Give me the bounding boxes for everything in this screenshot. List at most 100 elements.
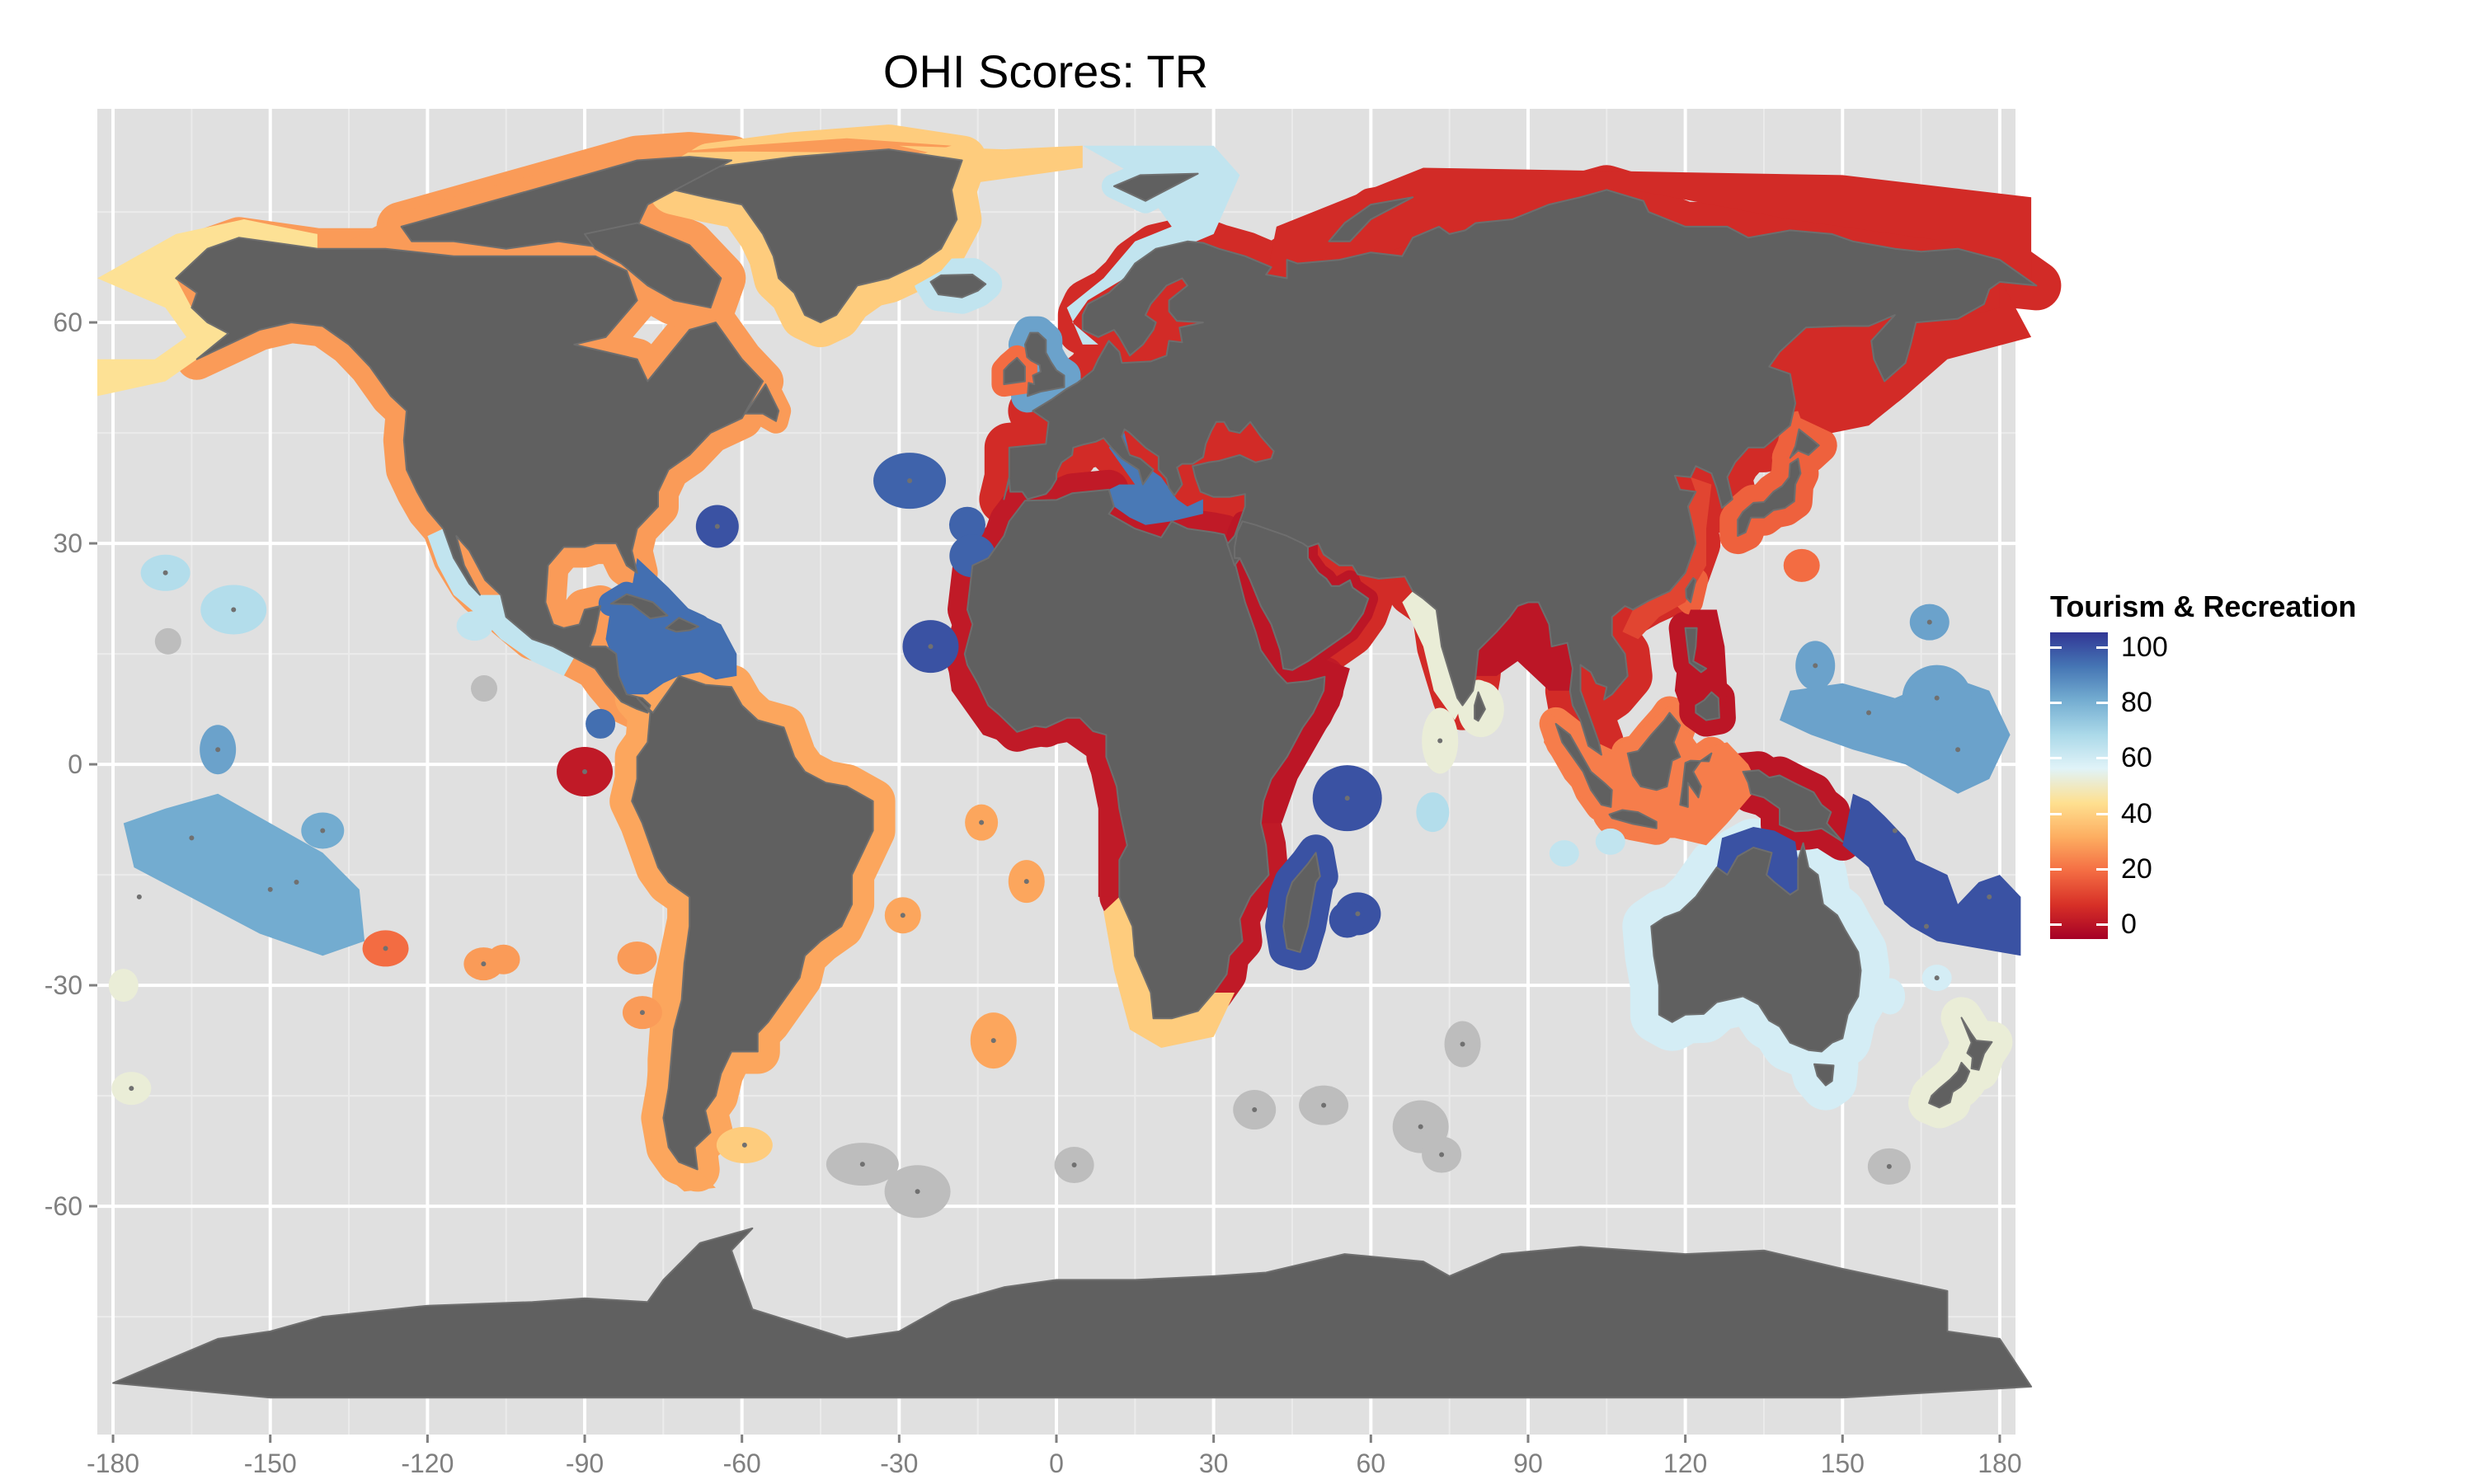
land-newZealandS [1928,1061,1971,1109]
island-eez-madeira [948,506,985,543]
island-eez-cocos [1549,840,1579,867]
island-dot [714,524,720,529]
island-dot [1437,738,1443,744]
island-dot [1023,879,1029,885]
x-tick-label: -30 [880,1449,918,1478]
x-tick-label: -90 [566,1449,604,1478]
island-dot [1460,1041,1465,1047]
island-eez-sala-gomez [487,944,520,974]
island-dot [1934,975,1940,981]
legend-tick-mark [2096,812,2108,815]
legend-tick-mark [2050,646,2062,649]
land-southAmerica [631,674,874,1171]
india-west-zone [1402,591,1463,721]
island-dot [1892,828,1898,834]
legend-tick-label: 0 [2121,909,2137,940]
island-dot [215,747,221,753]
land-antarctica [112,1227,2033,1399]
island-eez-reunion [1329,901,1366,938]
legend-tick-mark [2096,646,2108,649]
island-dot [1439,1152,1445,1158]
land-greenland [673,148,963,324]
legend-tick-mark [2096,923,2108,926]
island-dot [1866,710,1872,716]
island-eez-christmas [1595,828,1625,855]
legend-tick-mark [2096,757,2108,760]
island-dot [1418,1124,1423,1129]
land-uk [1023,331,1065,397]
land-novayaZemlya [1328,196,1414,242]
mexico-pacific-zone [427,528,575,676]
land-australia [1650,842,1862,1053]
island-dot [1813,663,1818,669]
legend-tick-mark [2096,702,2108,705]
legend-tick-mark [2050,757,2062,760]
island-dot [231,607,237,613]
island-dot [1071,1162,1077,1168]
island-dot [990,1038,996,1044]
land-japan [1737,458,1802,538]
legend-tick-mark [2050,923,2062,926]
norway-sea-zone [1066,145,1240,345]
island-dot [1987,894,1992,899]
land-hokkaido [1789,428,1820,459]
island-dot [383,946,388,951]
island-dot [979,819,985,825]
land-sriLanka [1474,691,1486,722]
legend-tick-mark [2050,812,2062,815]
island-dot [481,961,487,967]
land-newfoundland [744,383,780,422]
land-java [1608,809,1658,829]
land-africa [963,488,1326,1020]
southern-south-america-zone [647,896,779,1192]
y-tick-label: -60 [45,1191,82,1221]
island-dot [900,913,905,918]
land-northAmerica [175,237,764,714]
legend-tick-label: 60 [2121,742,2152,774]
x-tick-label: 180 [1978,1449,2021,1478]
land-eurasia [1003,189,2038,756]
land-arabia [1234,520,1370,671]
x-tick-label: 90 [1513,1449,1543,1478]
land-sulawesi [1679,752,1713,808]
island-eez-san-felix [617,942,657,975]
island-dot [639,1010,645,1016]
legend-color-bar [2050,632,2108,939]
legend-tick-label: 100 [2121,632,2168,663]
legend-tick-mark [2050,702,2062,705]
south-africa-zone [1103,896,1235,1048]
land-newZealandN [1960,1017,1993,1071]
x-tick-label: -120 [401,1449,454,1478]
land-taiwan [1685,577,1697,603]
island-dot [582,769,588,774]
legend: Tourism & Recreation 100 80 60 40 20 0 [2050,589,2462,969]
island-dot [267,886,273,892]
island-dot [1252,1107,1258,1113]
island-dot [162,570,168,575]
land-cuba [609,593,669,620]
land-ireland [1003,356,1026,386]
island-dot [1886,1163,1892,1169]
y-tick-label: -30 [45,970,82,1000]
island-eez-lord-howe [1875,978,1906,1015]
island-dot [1355,911,1361,917]
x-tick-label: 30 [1199,1449,1229,1478]
land-iceland [929,274,987,298]
y-tick-label: 60 [53,308,82,337]
x-tick-label: 120 [1663,1449,1707,1478]
island-eez-chagos [1416,792,1450,833]
island-dot [1321,1102,1327,1108]
island-dot [320,828,326,834]
island-eez-revillagigedo [456,611,493,641]
x-tick-label: -60 [723,1449,761,1478]
legend-tick-mark [2050,867,2062,871]
island-dot [1934,695,1940,701]
island-eez-ogasawara [1783,548,1820,582]
australia-north-zone [1716,827,1799,895]
land-borneo [1626,711,1681,791]
mediterranean-zone [1108,433,1203,525]
island-dot [136,894,142,899]
west-africa-zone [946,654,1127,897]
land-canadaIslands [400,156,732,250]
